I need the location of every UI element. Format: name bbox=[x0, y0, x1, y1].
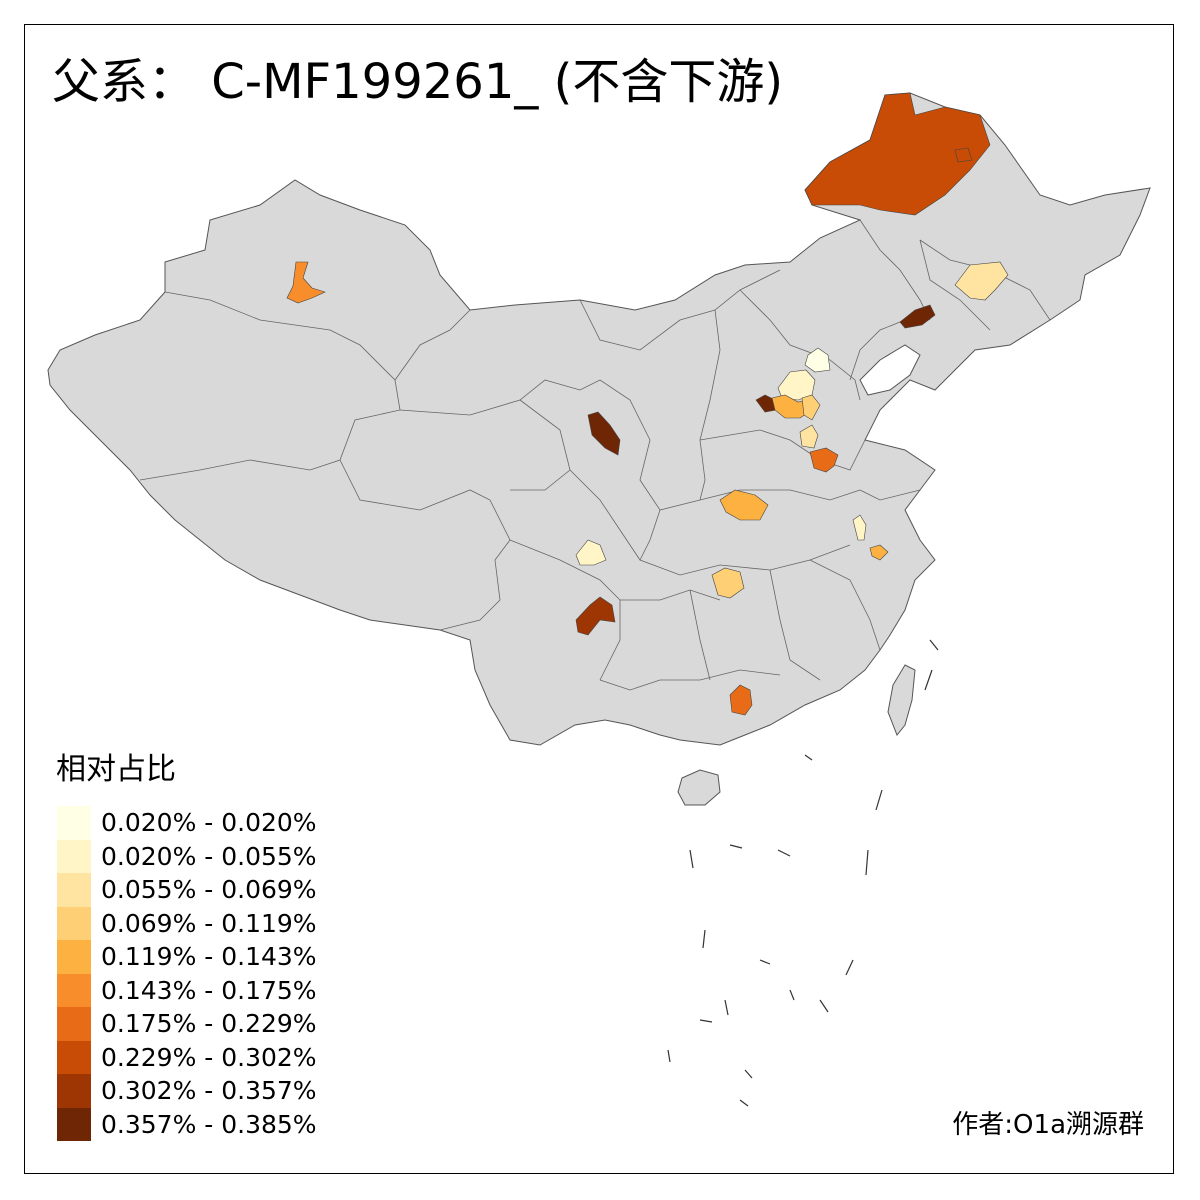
legend-label: 0.055% - 0.069% bbox=[101, 875, 317, 904]
legend-label: 0.020% - 0.055% bbox=[101, 841, 317, 871]
legend-swatch bbox=[57, 906, 91, 940]
legend-swatch bbox=[57, 806, 91, 840]
region-sichuan-area bbox=[575, 539, 607, 566]
region-gansu-area bbox=[587, 411, 621, 456]
taiwan-island bbox=[887, 664, 916, 736]
legend-label: 0.020% - 0.020% bbox=[101, 808, 317, 837]
region-hulunbuir bbox=[804, 92, 991, 216]
region-henan-area bbox=[719, 489, 769, 521]
region-hebei-area-4 bbox=[799, 424, 819, 449]
bohai-sea bbox=[859, 344, 921, 396]
legend-swatch bbox=[57, 1107, 91, 1141]
region-anhui-area bbox=[852, 514, 867, 541]
legend-label: 0.069% - 0.119% bbox=[101, 908, 317, 938]
region-hubei-area bbox=[711, 567, 745, 599]
china-landmass bbox=[47, 92, 1151, 806]
region-jilin-area bbox=[954, 261, 1009, 301]
legend-title: 相对占比 bbox=[56, 752, 176, 787]
map-title: 父系： C-MF199261_ (不含下游) bbox=[52, 54, 784, 110]
legend-label: 0.143% - 0.175% bbox=[101, 975, 317, 1005]
legend-swatch bbox=[57, 940, 91, 974]
region-beijing-area bbox=[804, 347, 831, 373]
legend-swatch bbox=[57, 839, 91, 873]
region-liaoning-area bbox=[899, 304, 936, 329]
legend-swatch bbox=[57, 1040, 91, 1074]
south-china-sea-islands bbox=[667, 639, 939, 1107]
legend-label: 0.119% - 0.143% bbox=[101, 942, 317, 971]
region-shandong-area bbox=[809, 447, 839, 473]
region-xinjiang-north bbox=[286, 261, 326, 304]
legend-swatch bbox=[57, 973, 91, 1007]
legend-label: 0.175% - 0.229% bbox=[101, 1009, 317, 1038]
legend-label: 0.357% - 0.385% bbox=[101, 1109, 317, 1139]
region-yunnan-area bbox=[575, 596, 616, 636]
legend-label: 0.229% - 0.302% bbox=[101, 1042, 317, 1072]
region-guangxi-area bbox=[729, 684, 753, 716]
highlighted-regions bbox=[286, 92, 1009, 716]
legend-swatch bbox=[57, 1074, 91, 1108]
author-credit: 作者:O1a溯源群 bbox=[952, 1110, 1144, 1140]
legend-swatch bbox=[57, 1007, 91, 1041]
region-jiangsu-area bbox=[869, 544, 889, 561]
legend-swatch bbox=[57, 873, 91, 907]
hainan-island bbox=[677, 769, 721, 806]
region-hebei-area-3 bbox=[801, 394, 821, 421]
legend-label: 0.302% - 0.357% bbox=[101, 1076, 317, 1105]
province-borders bbox=[139, 219, 1051, 691]
